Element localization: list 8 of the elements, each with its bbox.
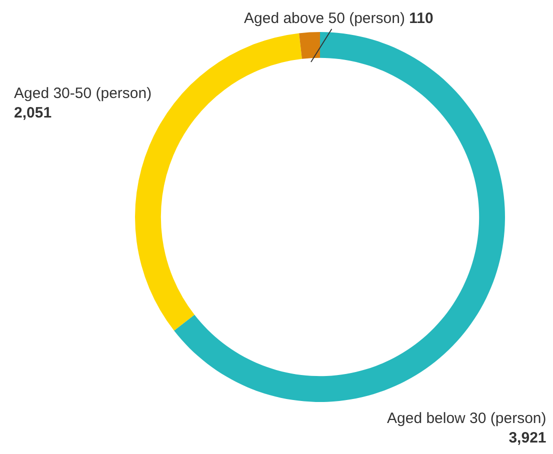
- data-label: 3,921: [508, 430, 546, 446]
- slice-label: Aged above 50 (person): [244, 10, 405, 27]
- slice-label: Aged 30-50 (person): [14, 85, 152, 102]
- slice-label: Aged below 30 (person): [387, 410, 546, 427]
- donut-slice: [174, 32, 505, 402]
- data-label: 2,051: [14, 104, 52, 122]
- data-label: 110: [409, 10, 434, 27]
- donut-slice: [299, 32, 320, 59]
